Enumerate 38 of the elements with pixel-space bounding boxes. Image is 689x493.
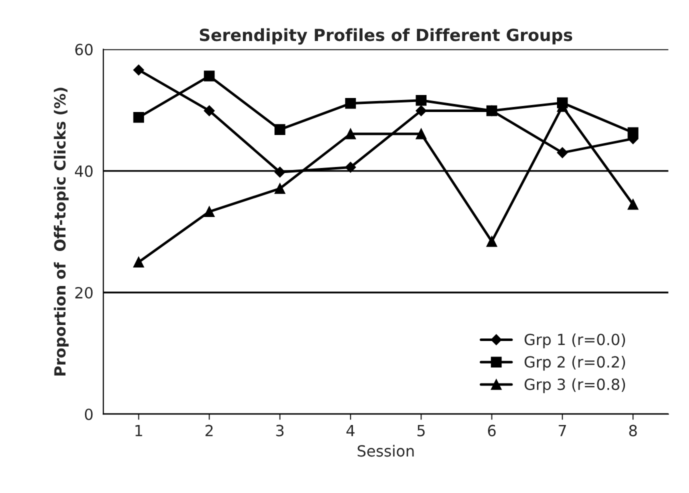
point [274, 124, 286, 135]
point [345, 162, 356, 173]
x-tick-label: 7 [558, 425, 566, 436]
point [486, 105, 498, 116]
y-tick-label: 20 [75, 286, 93, 299]
point [204, 105, 215, 116]
legend-label: Grp 2 (r=0.2) [524, 356, 626, 371]
x-tick-label: 5 [417, 425, 425, 436]
point [133, 256, 144, 268]
x-axis-title: Session [358, 444, 414, 457]
point [274, 183, 286, 194]
point [628, 198, 638, 210]
x-tick-label: 1 [135, 425, 142, 436]
point [416, 128, 427, 140]
legend-label: Grp 1 (r=0.0) [524, 333, 626, 348]
point [345, 128, 356, 140]
point [204, 70, 215, 82]
x-tick-label: 6 [488, 424, 496, 436]
point [416, 105, 427, 116]
point [556, 147, 568, 158]
point [204, 206, 215, 218]
x-tick-label: 8 [629, 424, 637, 436]
y-tick-label: 60 [75, 44, 93, 56]
point [416, 94, 427, 106]
legend-label: Grp 3 (r=0.8) [524, 378, 626, 394]
x-tick-label: 2 [206, 424, 213, 436]
x-tick-label: 4 [346, 425, 355, 436]
point [133, 64, 144, 76]
point [345, 98, 356, 109]
y-axis-title: Proportion of Off-topic Clicks (%) [54, 88, 69, 376]
point [486, 236, 498, 247]
point [628, 127, 638, 138]
chart-title: Serendipity Profiles of Different Groups [200, 28, 572, 45]
y-tick-label: 0 [84, 408, 93, 420]
y-tick-label: 40 [74, 165, 93, 177]
point [133, 112, 144, 123]
x-tick-label: 3 [276, 424, 284, 436]
point [274, 166, 286, 178]
